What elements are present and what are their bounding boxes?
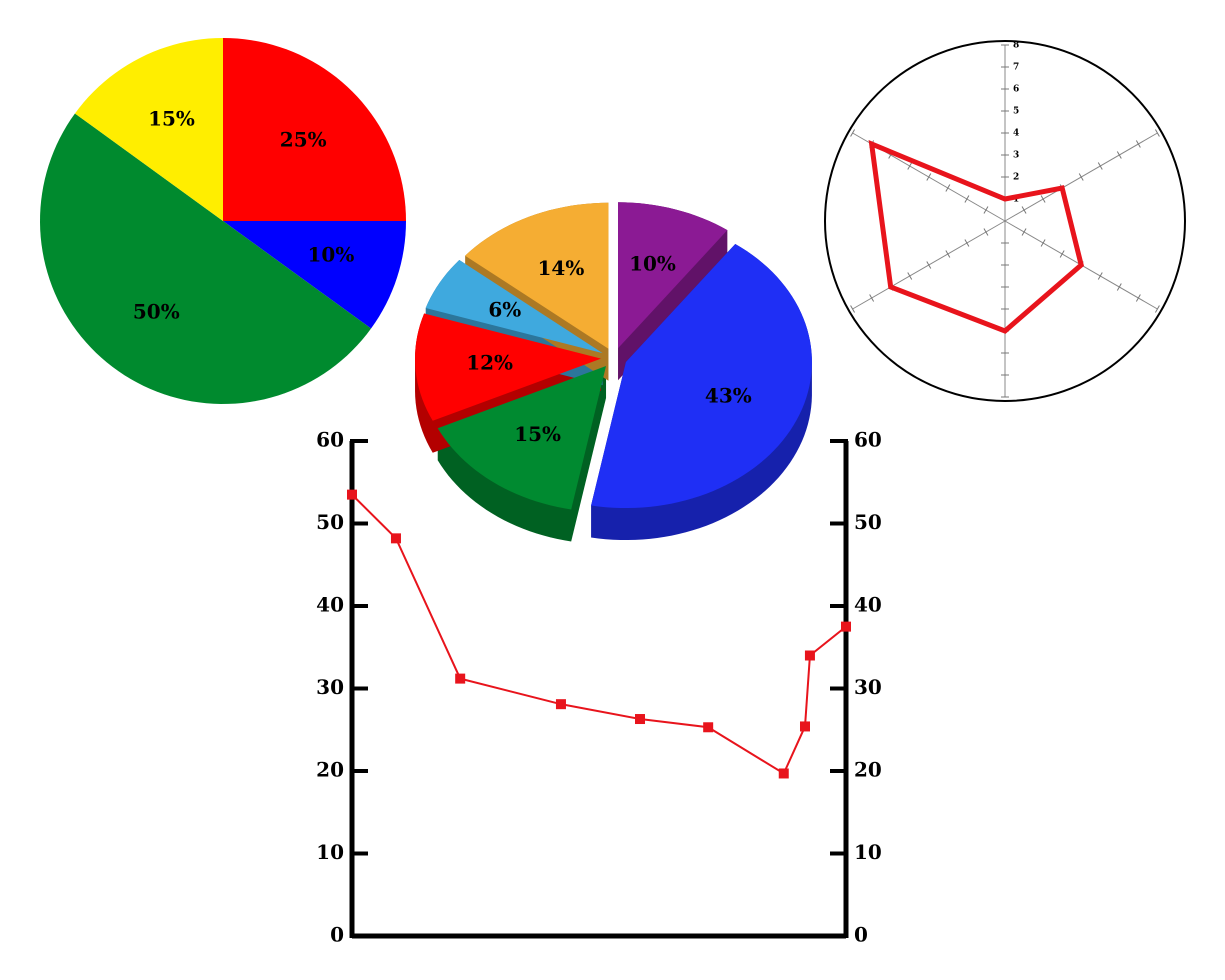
radar-tick (964, 239, 970, 247)
radar-tick (1135, 294, 1141, 302)
y-tick-label: 10 (316, 840, 344, 864)
radar-tick (1116, 151, 1122, 159)
y2-tick-label: 40 (854, 593, 882, 617)
radar-tick (1135, 140, 1141, 148)
radar-tick (850, 129, 856, 137)
radar-tick (907, 272, 913, 280)
slice-label: 15% (514, 422, 561, 446)
y-tick-label: 30 (316, 675, 344, 699)
radar-tick (907, 162, 913, 170)
radar-tick-label: 7 (1013, 63, 1019, 73)
y-tick-label: 60 (316, 428, 344, 452)
radar-tick (1021, 228, 1027, 236)
radar-tick (1154, 129, 1160, 137)
y-tick-label: 40 (316, 593, 344, 617)
data-point (555, 699, 566, 710)
radar-tick (926, 261, 932, 269)
pie-3d-chart: 10% 43% 15% 12% 6% 14% (415, 202, 812, 542)
y2-tick-label: 50 (854, 510, 882, 534)
radar-tick-label: 3 (1013, 151, 1019, 161)
radar-tick-label: 1 (1013, 195, 1019, 205)
pie-slice (223, 38, 406, 221)
slice-label: 6% (488, 297, 521, 321)
radar-tick-label: 4 (1013, 129, 1019, 139)
radar-tick (1116, 283, 1122, 291)
pie-slice (618, 202, 728, 349)
radar-tick (983, 228, 989, 236)
pie-slice (223, 221, 406, 329)
radar-tick (1040, 239, 1046, 247)
y2-tick-label: 20 (854, 758, 882, 782)
radar-tick-label: 5 (1013, 107, 1019, 117)
data-point (635, 714, 646, 725)
pie-slice (40, 113, 372, 404)
slice-label: 14% (538, 256, 585, 280)
y2-tick-label: 30 (854, 675, 882, 699)
radar-tick (1078, 173, 1084, 181)
radar-tick (1154, 305, 1160, 313)
radar-tick (1097, 272, 1103, 280)
radar-tick (945, 250, 951, 258)
radar-polygon (868, 140, 1085, 334)
slice-label: 10% (629, 251, 676, 275)
slice-label: 10% (307, 243, 354, 267)
data-point (390, 533, 401, 544)
radar-tick (850, 305, 856, 313)
pie-slice (415, 313, 602, 421)
data-point (841, 621, 851, 632)
y2-tick-label: 60 (854, 428, 882, 452)
data-point (703, 722, 714, 733)
y2-tick-label: 0 (854, 923, 868, 947)
data-point (778, 768, 789, 779)
y-tick-label: 20 (316, 758, 344, 782)
data-point (347, 489, 357, 500)
pie-chart: 25% 10% 50% 15% (40, 38, 406, 404)
pie-slice (74, 38, 223, 221)
data-point (799, 721, 810, 732)
data-line (351, 493, 847, 775)
pie-slice (591, 243, 812, 509)
radar-tick (1040, 195, 1046, 203)
radar-tick-label: 6 (1013, 85, 1019, 95)
radar-tick (1097, 162, 1103, 170)
radar-tick-label: 2 (1013, 173, 1019, 183)
slice-label: 25% (280, 127, 327, 151)
pie-slice (425, 260, 603, 354)
radar-tick (926, 173, 932, 181)
radar-tick (869, 294, 875, 302)
radar-tick (964, 195, 970, 203)
data-point (804, 650, 815, 661)
y-tick-label: 50 (316, 510, 344, 534)
slice-label: 43% (705, 383, 752, 407)
slice-label: 15% (148, 106, 195, 130)
line-chart: 0 10 20 30 40 50 60 0 10 20 30 40 50 60 (316, 428, 882, 947)
slice-label: 50% (133, 299, 180, 323)
slice-label: 12% (466, 351, 513, 375)
y2-tick-label: 10 (854, 840, 882, 864)
radar-tick (1059, 250, 1065, 258)
radar-tick (1021, 206, 1027, 214)
radar-chart: 1 2 3 4 5 6 7 8 (824, 40, 1186, 402)
data-point (455, 673, 466, 684)
radar-tick (945, 184, 951, 192)
radar-tick (983, 206, 989, 214)
pie-slice (465, 202, 609, 349)
y-tick-label: 0 (330, 923, 344, 947)
radar-tick-label: 8 (1013, 41, 1019, 51)
pie-slice (437, 366, 607, 510)
